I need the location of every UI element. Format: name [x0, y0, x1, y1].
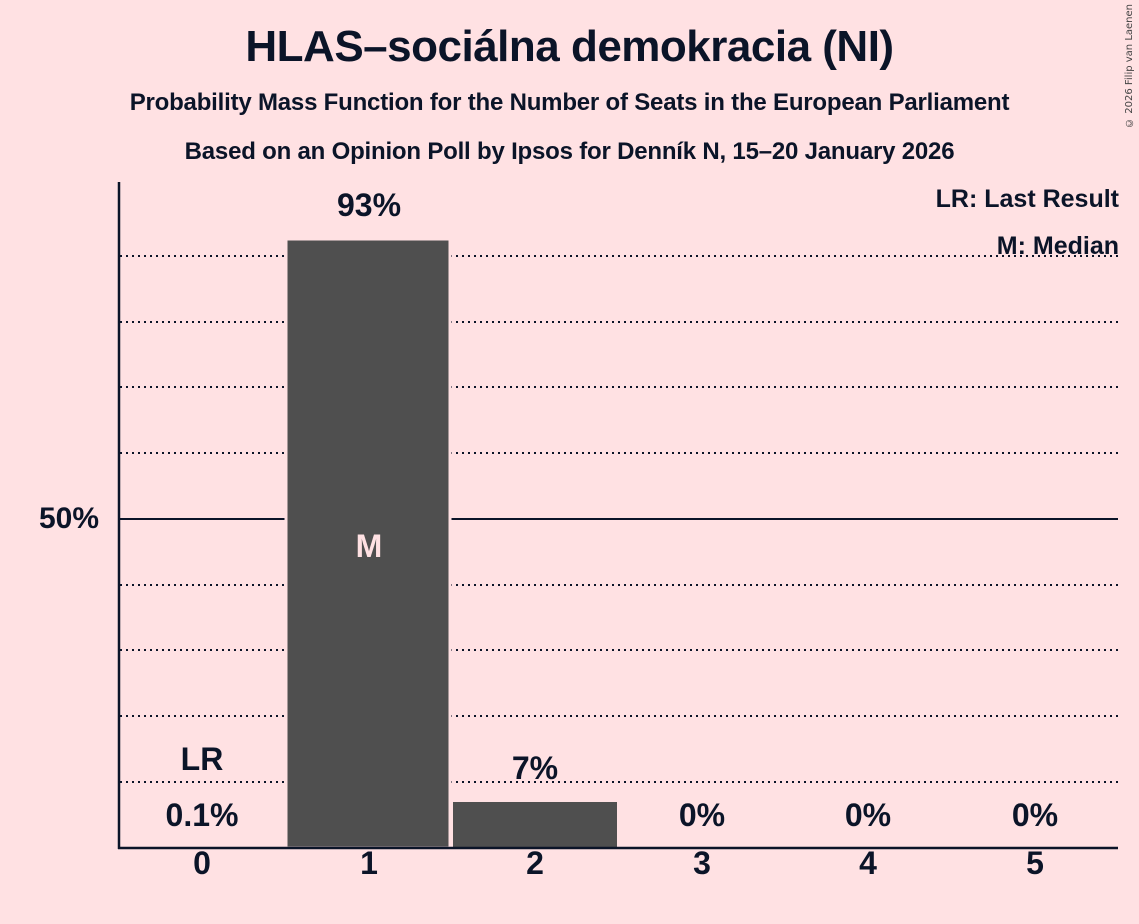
last-result-marker: LR [180, 741, 224, 777]
gridlines [120, 255, 1118, 783]
median-marker: M [355, 528, 383, 564]
legend-median: M: Median [996, 232, 1119, 260]
bar-1 [284, 237, 452, 850]
bar-label-4: 0% [844, 797, 892, 833]
bar-2 [453, 802, 617, 848]
x-tick-3: 3 [693, 845, 711, 881]
x-tick-2: 2 [526, 845, 544, 881]
bar-label-2: 7% [511, 750, 559, 786]
x-tick-5: 5 [1026, 845, 1044, 881]
chart-subtitle: Probability Mass Function for the Number… [129, 89, 1010, 116]
y-tick-50: 50% [38, 502, 99, 535]
x-tick-1: 1 [360, 845, 378, 881]
bar-label-5: 0% [1011, 797, 1059, 833]
bar-label-3: 0% [678, 797, 726, 833]
x-tick-4: 4 [859, 845, 877, 881]
bar-label-1: 93% [336, 187, 402, 223]
chart-source: Based on an Opinion Poll by Ipsos for De… [184, 138, 955, 165]
bar-label-0: 0.1% [165, 797, 239, 833]
x-tick-0: 0 [193, 845, 211, 881]
chart-title: HLAS–sociálna demokracia (NI) [245, 22, 894, 71]
legend-last-result: LR: Last Result [935, 185, 1119, 213]
